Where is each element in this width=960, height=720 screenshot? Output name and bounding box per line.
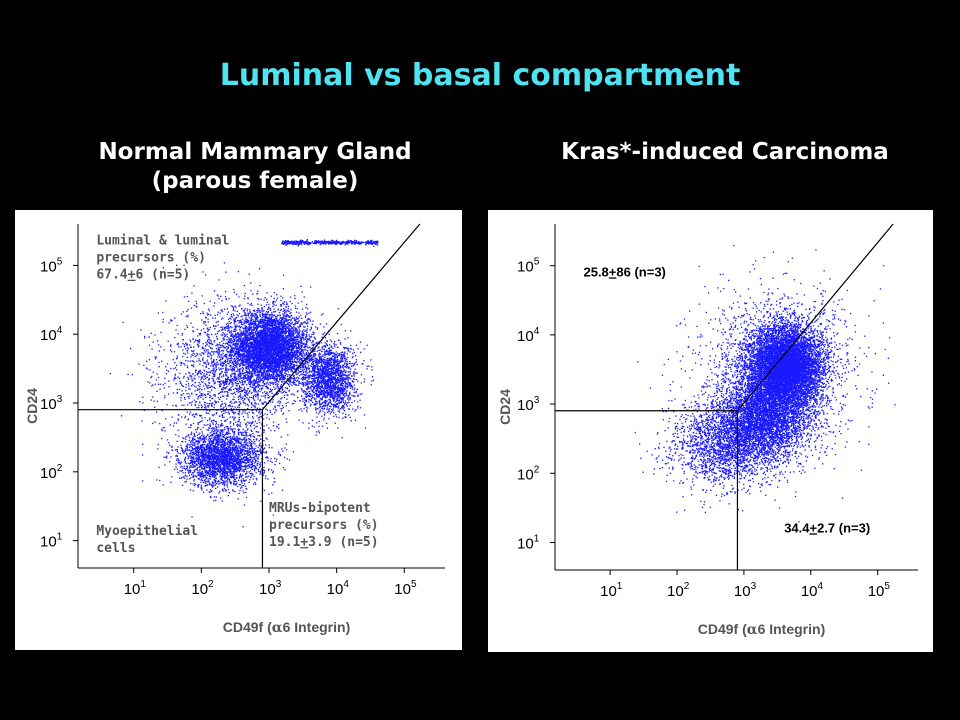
- x-tick-label: 101: [600, 581, 623, 600]
- population-3: [156, 404, 289, 502]
- carcinoma-scatter-plot: 101 102 103 104 105 101 102 103 104 105 CD49f (α6 …: [488, 210, 933, 652]
- gate-annotation-2: MRUs-bipotent precursors (%) 19.1+3.9 (n=5…: [269, 501, 379, 550]
- y-axis-title: CD24: [24, 388, 40, 424]
- slide-title: Luminal vs basal compartment: [0, 58, 960, 93]
- annotation-line: 19.1+3.9 (n=5): [269, 535, 379, 550]
- left-panel-title-line2: (parous female): [80, 167, 430, 196]
- x-tick-label: 103: [734, 581, 757, 600]
- scatter-points: [634, 244, 896, 523]
- gate-annotation-1: Luminal & luminal precursors (%) 67.4+6 (n…: [96, 234, 229, 283]
- annotation-line: 34.4+2.7 (n=3): [784, 520, 870, 535]
- x-tick-label: 105: [394, 579, 417, 598]
- y-axis-title: CD24: [497, 389, 513, 425]
- annotation-line: cells: [96, 541, 135, 556]
- x-tick-label: 104: [801, 581, 824, 600]
- y-tick-label: 102: [40, 463, 63, 482]
- x-tick-label: 102: [667, 581, 690, 600]
- gate-annotation-3: Myoepithelial cells: [96, 524, 198, 556]
- y-tick-label: 105: [40, 256, 63, 275]
- y-tick-label: 104: [40, 325, 63, 344]
- population-4: [109, 262, 332, 528]
- population-3: [634, 379, 824, 514]
- y-tick-label: 101: [40, 532, 63, 551]
- x-axis-title: CD49f (α6 Integrin): [698, 621, 825, 638]
- gate-lines: [555, 223, 894, 570]
- annotation-line: precursors (%): [96, 251, 206, 266]
- gate-lines: [78, 223, 421, 568]
- x-axis-title: CD49f (α6 Integrin): [223, 619, 350, 636]
- annotation-line: precursors (%): [269, 518, 379, 533]
- normal-gland-scatter-plot: 101 102 103 104 105 101 102 103 104 105 CD49f (α6 …: [15, 210, 462, 650]
- right-panel-title: Kras*-induced Carcinoma: [520, 138, 930, 167]
- x-tick-label: 105: [868, 581, 891, 600]
- axis-ticks: 101 102 103 104 105 101 102 103 104 105: [40, 256, 417, 598]
- gate-diagonal-line: [261, 223, 421, 411]
- axis-ticks: 101 102 103 104 105 101 102 103 104 105: [517, 257, 890, 600]
- y-tick-label: 101: [517, 533, 540, 552]
- x-tick-label: 102: [191, 579, 214, 598]
- plot-panel-background: [488, 210, 933, 652]
- saturation-streak: [281, 239, 379, 247]
- y-tick-label: 104: [517, 326, 540, 345]
- x-tick-label: 104: [327, 579, 350, 598]
- gate-annotation-2: 34.4+2.7 (n=3): [784, 520, 870, 535]
- x-tick-label: 101: [124, 579, 147, 598]
- y-tick-label: 103: [40, 394, 63, 413]
- annotation-line: Luminal & luminal: [96, 234, 229, 249]
- population-4: [637, 244, 896, 523]
- scatter-points: [109, 239, 379, 528]
- annotation-line: 67.4+6 (n=5): [96, 268, 190, 283]
- annotation-line: 25.8+86 (n=3): [583, 264, 665, 279]
- y-tick-label: 103: [517, 395, 540, 414]
- gate-annotation-1: 25.8+86 (n=3): [583, 264, 665, 279]
- y-tick-label: 105: [517, 257, 540, 276]
- left-panel-title: Normal Mammary Gland (parous female): [80, 138, 430, 196]
- annotation-line: Myoepithelial: [96, 524, 198, 539]
- y-tick-label: 102: [517, 464, 540, 483]
- left-panel-title-line1: Normal Mammary Gland: [80, 138, 430, 167]
- population-1: [712, 293, 857, 453]
- gate-diagonal-line: [736, 223, 894, 412]
- x-tick-label: 103: [259, 579, 282, 598]
- annotation-line: MRUs-bipotent: [269, 501, 371, 516]
- population-2: [284, 313, 375, 439]
